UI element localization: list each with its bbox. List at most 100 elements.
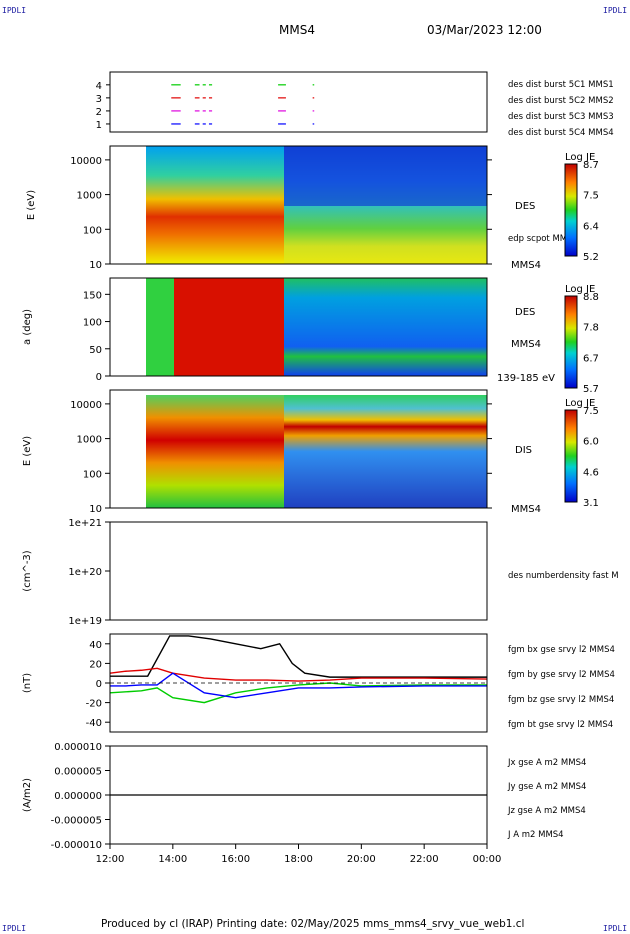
bfield-ytick-label: 0 [96, 679, 102, 690]
pitch-colorbar [564, 295, 578, 389]
current-ytick-label: -0.000010 [51, 840, 102, 851]
bfield-legend-entry: fgm bz gse srvy l2 MMS4 [508, 695, 614, 705]
dis-colorbar-title: Log JE [565, 398, 595, 409]
spacecraft-title: MMS4 [279, 23, 315, 37]
pitch-colorbar-title: Log JE [565, 284, 595, 295]
dis-energy-ytick-label: 10000 [70, 400, 102, 411]
burst-ytick-label: 1 [96, 120, 102, 131]
bfield-ytick-label: -20 [86, 699, 102, 710]
time-axis-tick-label: 12:00 [96, 854, 125, 865]
current-legend-entry: Jz gse A m2 MMS4 [507, 806, 586, 816]
des-energy-side-label: DES [515, 201, 535, 212]
dis-colorbar [564, 409, 578, 503]
current-legend-entry: Jx gse A m2 MMS4 [507, 758, 586, 768]
pitch-ytick-label: 150 [83, 290, 102, 301]
dis-energy-ytick-label: 1000 [77, 435, 102, 446]
pitch-colorbar-tick: 8.8 [583, 292, 599, 303]
pitch-ytick-label: 50 [89, 345, 102, 356]
datetime-title: 03/Mar/2023 12:00 [427, 23, 542, 37]
burst-legend-entry: des dist burst 5C4 MMS4 [508, 128, 614, 138]
des-energy-panel: E (eV) 10 100 1000 10000 DES edp scpot MMS4… [26, 145, 599, 271]
current-ytick-label: -0.000005 [51, 816, 102, 827]
des-energy-colorbar-title: Log JE [565, 152, 595, 163]
pitch-red-block [174, 278, 284, 376]
time-axis-tick-label: 14:00 [158, 854, 187, 865]
dis-side-label: DIS [515, 445, 532, 456]
current-legend-entry: J A m2 MMS4 [507, 830, 564, 840]
burst-legend-entry: des dist burst 5C3 MMS3 [508, 112, 614, 122]
corner-tag-top-left: IPDLI [2, 6, 27, 15]
bfield-legend-entry: fgm bt gse srvy l2 MMS4 [508, 720, 613, 730]
dis-energy-ytick-label: 100 [83, 469, 102, 480]
density-ytick-label: 1e+21 [68, 518, 102, 529]
density-ytick-label: 1e+20 [68, 567, 102, 578]
des-energy-high-flux-block [146, 146, 284, 264]
pitch-ytick-label: 100 [83, 318, 102, 329]
pitch-ylabel: a (deg) [22, 309, 33, 345]
density-legend-entry: des numberdensity fast M [508, 571, 619, 581]
current-legend-entry: Jy gse A m2 MMS4 [507, 782, 586, 792]
time-axis-tick-label: 18:00 [284, 854, 313, 865]
bfield-series-line [110, 672, 487, 699]
density-ytick-label: 1e+19 [68, 616, 102, 627]
current-ytick-label: 0.000005 [54, 767, 102, 778]
burst-ytick-label: 3 [96, 94, 102, 105]
des-energy-colorbar-tick: 5.2 [583, 252, 599, 263]
pitch-bottom-label: 139-185 eV [497, 373, 555, 384]
des-energy-colorbar-tick: 7.5 [583, 191, 599, 202]
footer-credit: Produced by cl (IRAP) Printing date: 02/… [101, 918, 525, 930]
dis-colorbar-tick: 7.5 [583, 406, 599, 417]
corner-tag-bottom-right: IPDLI [603, 924, 628, 933]
burst-legend-entry: des dist burst 5C1 MMS1 [508, 80, 614, 90]
pitch-colorbar-tick: 6.7 [583, 353, 599, 364]
dis-energy-ylabel: E (eV) [22, 436, 33, 466]
pitch-side-label-1: DES [515, 307, 535, 318]
bfield-series-line [109, 682, 487, 704]
des-energy-colorbar-tick: 6.4 [583, 221, 599, 232]
bfield-ytick-label: 20 [89, 659, 102, 670]
current-ylabel: (A/m2) [22, 778, 33, 812]
time-axis-tick-label: 00:00 [473, 854, 502, 865]
burst-ytick-label: 2 [96, 107, 102, 118]
bfield-legend-entry: fgm by gse srvy l2 MMS4 [508, 670, 615, 680]
pitch-side-label-2: MMS4 [511, 339, 541, 350]
dis-colorbar-tick: 3.1 [583, 498, 599, 509]
corner-tag-top-right: IPDLI [603, 6, 628, 15]
burst-panel: 1 2 3 4 des dist burst 5C1 MMS1 des dist bur… [96, 71, 614, 138]
density-ylabel: (cm^-3) [22, 550, 33, 591]
current-panel: (A/m2) -0.000010 -0.000005 0.000000 0.00000… [22, 742, 586, 865]
pitch-blue-block [284, 278, 487, 376]
pitch-green-block [146, 278, 174, 376]
burst-ytick-label: 4 [96, 81, 102, 92]
pitch-ytick-label: 0 [96, 372, 102, 383]
dis-energy-panel: E (eV) 10 100 1000 10000 DIS MMS4 Log JE7.5… [22, 389, 599, 515]
dis-bottom-label: MMS4 [511, 504, 541, 515]
current-ytick-label: 0.000010 [54, 742, 102, 753]
pitch-colorbar-tick: 5.7 [583, 384, 599, 395]
dis-colorbar-tick: 4.6 [583, 467, 599, 478]
time-axis-tick-label: 22:00 [410, 854, 439, 865]
des-energy-overlay-label: edp scpot MMS4 [508, 234, 578, 244]
corner-tag-bottom-left: IPDLI [2, 924, 27, 933]
des-energy-ytick-label: 10 [89, 260, 102, 271]
bfield-ylabel: (nT) [22, 673, 33, 693]
pitch-colorbar-tick: 7.8 [583, 323, 599, 334]
current-ytick-label: 0.000000 [54, 791, 102, 802]
time-axis-tick-label: 20:00 [347, 854, 376, 865]
des-energy-ytick-label: 100 [83, 225, 102, 236]
bfield-ytick-label: -40 [86, 718, 102, 729]
bfield-series-line [109, 667, 488, 682]
dis-cold-block [284, 395, 487, 508]
time-axis-tick-label: 16:00 [221, 854, 250, 865]
dis-hot-block [146, 395, 284, 508]
des-energy-ytick-label: 10000 [70, 156, 102, 167]
dis-colorbar-tick: 6.0 [583, 437, 599, 448]
des-energy-ylabel: E (eV) [26, 190, 37, 220]
dis-energy-ytick-label: 10 [89, 504, 102, 515]
bfield-series-line [110, 635, 487, 678]
des-energy-colorbar-tick: 8.7 [583, 160, 599, 171]
des-energy-ytick-label: 1000 [77, 191, 102, 202]
des-energy-bottom-label: MMS4 [511, 260, 541, 271]
des-pitch-panel: a (deg) 0 50 100 150 DES MMS4 139-185 eV Lo… [22, 277, 599, 395]
